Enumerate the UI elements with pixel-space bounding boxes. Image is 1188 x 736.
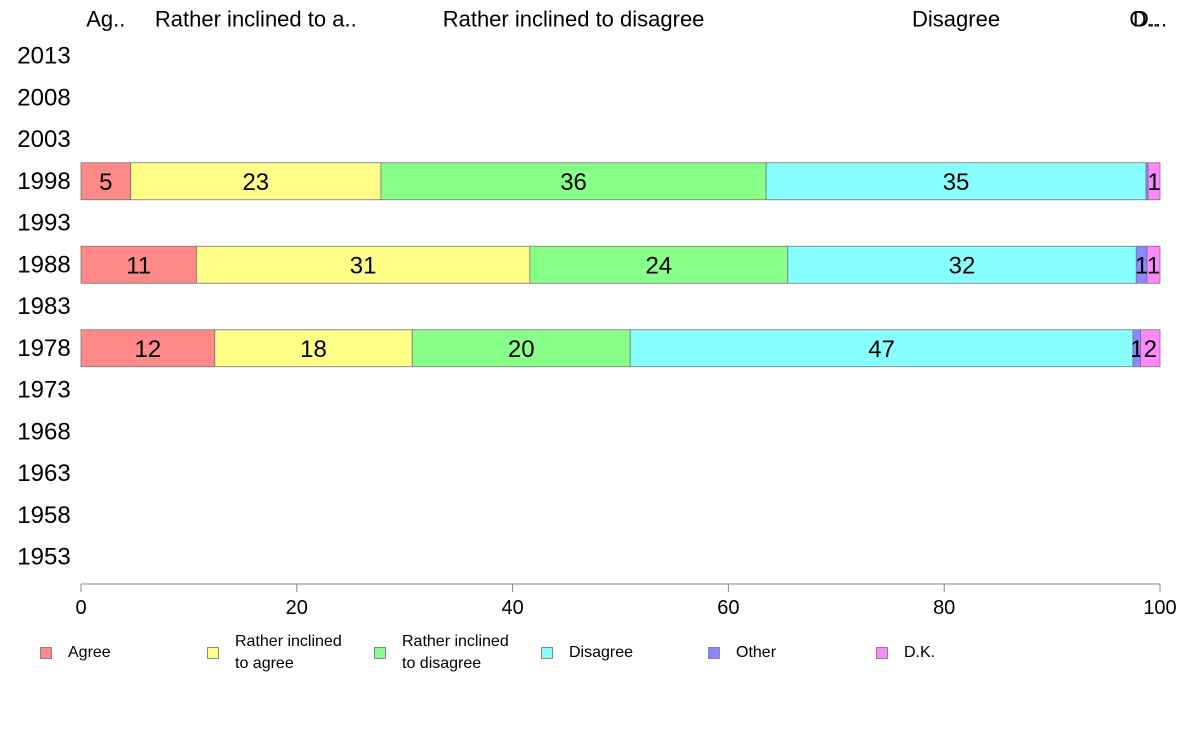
legend-label: Rather inclined to agree	[235, 633, 342, 672]
chart-legend: Agree Rather inclined to agree Rather in…	[0, 630, 1188, 690]
bar-segment	[196, 245, 531, 284]
year-label: 1988	[17, 251, 70, 278]
year-label: 1978	[17, 335, 70, 362]
bar-segment	[130, 162, 382, 201]
bar-value-label: 36	[560, 169, 587, 196]
bar-segment	[380, 162, 767, 201]
bar-value-label: 1	[1147, 169, 1160, 196]
bar-value-label: 5	[99, 169, 112, 196]
bar-value-label: 32	[949, 252, 976, 279]
bar-value-label: 24	[645, 252, 672, 279]
year-label: 1968	[17, 418, 70, 445]
bar-segment	[1147, 162, 1161, 201]
x-tick-label: 80	[933, 597, 955, 619]
bar-segment	[1146, 245, 1161, 284]
legend-item-agree: Agree	[40, 630, 111, 664]
bar-segment	[80, 162, 132, 201]
legend-swatch	[40, 647, 52, 659]
legend-swatch	[207, 647, 219, 659]
legend-label: D.K.	[904, 644, 936, 661]
legend-item-dk: D.K.	[876, 630, 935, 664]
bar-segment	[1140, 329, 1161, 368]
bar-segment	[411, 329, 631, 368]
bar-value-label: 1	[1130, 336, 1143, 363]
bar-segment	[787, 245, 1137, 284]
bar-segment	[214, 329, 413, 368]
bar-segment	[765, 162, 1147, 201]
legend-label: Agree	[68, 644, 111, 661]
bar-segment	[529, 245, 789, 284]
bar-value-label: 11	[126, 252, 151, 279]
bar-value-label: 31	[350, 252, 377, 279]
legend-swatch	[541, 647, 553, 659]
bar-value-label: 18	[300, 336, 327, 363]
bar-value-label: 23	[242, 169, 269, 196]
legend-item-other: Other	[708, 630, 776, 664]
bar-segment	[80, 329, 216, 368]
year-label: 1973	[17, 377, 70, 404]
bar-value-label: 1	[1135, 252, 1148, 279]
legend-swatch	[876, 647, 888, 659]
legend-swatch	[708, 647, 720, 659]
legend-item-rather-agree: Rather inclined to agree	[207, 630, 342, 675]
bar-value-label: 47	[868, 336, 895, 363]
bar-value-label: 35	[943, 169, 970, 196]
year-label: 1958	[17, 502, 70, 529]
legend-label: Rather inclined to disagree	[402, 633, 509, 672]
x-tick-label: 0	[75, 597, 86, 619]
category-header-label: O..	[1129, 7, 1158, 32]
legend-item-rather-disagree: Rather inclined to disagree	[374, 630, 509, 675]
legend-label: Disagree	[569, 644, 634, 661]
x-tick-label: 100	[1143, 597, 1176, 619]
year-label: 1993	[17, 210, 70, 237]
x-tick-label: 40	[501, 597, 523, 619]
x-tick-label: 20	[286, 597, 308, 619]
category-header-label: Rather inclined to a..	[155, 7, 357, 32]
category-header-label: Disagree	[912, 7, 1000, 32]
year-label: 2003	[17, 126, 70, 153]
legend-item-disagree: Disagree	[541, 630, 633, 664]
year-label: 1953	[17, 544, 70, 571]
year-label: 1983	[17, 293, 70, 320]
bar-value-label: 1	[1147, 252, 1160, 279]
legend-label: Other	[736, 644, 777, 661]
year-label: 2008	[17, 84, 70, 111]
year-label: 2013	[17, 43, 70, 70]
year-label: 1998	[17, 168, 70, 195]
bar-segment	[629, 329, 1134, 368]
category-header-label: Rather inclined to disagree	[443, 7, 705, 32]
bar-value-label: 2	[1144, 336, 1157, 363]
year-label: 1963	[17, 460, 70, 487]
x-tick-label: 60	[717, 597, 739, 619]
stacked-bar-chart: 2013 2008 2003 1998 1993 1988 1983 1978 1973 1968…	[17, 7, 1176, 620]
legend-swatch	[374, 647, 386, 659]
bar-value-label: 12	[135, 336, 162, 363]
category-header-label: Ag..	[86, 7, 125, 32]
category-header-label: D...	[1133, 7, 1167, 32]
bar-value-label: 20	[508, 336, 535, 363]
bar-segment	[80, 245, 197, 284]
